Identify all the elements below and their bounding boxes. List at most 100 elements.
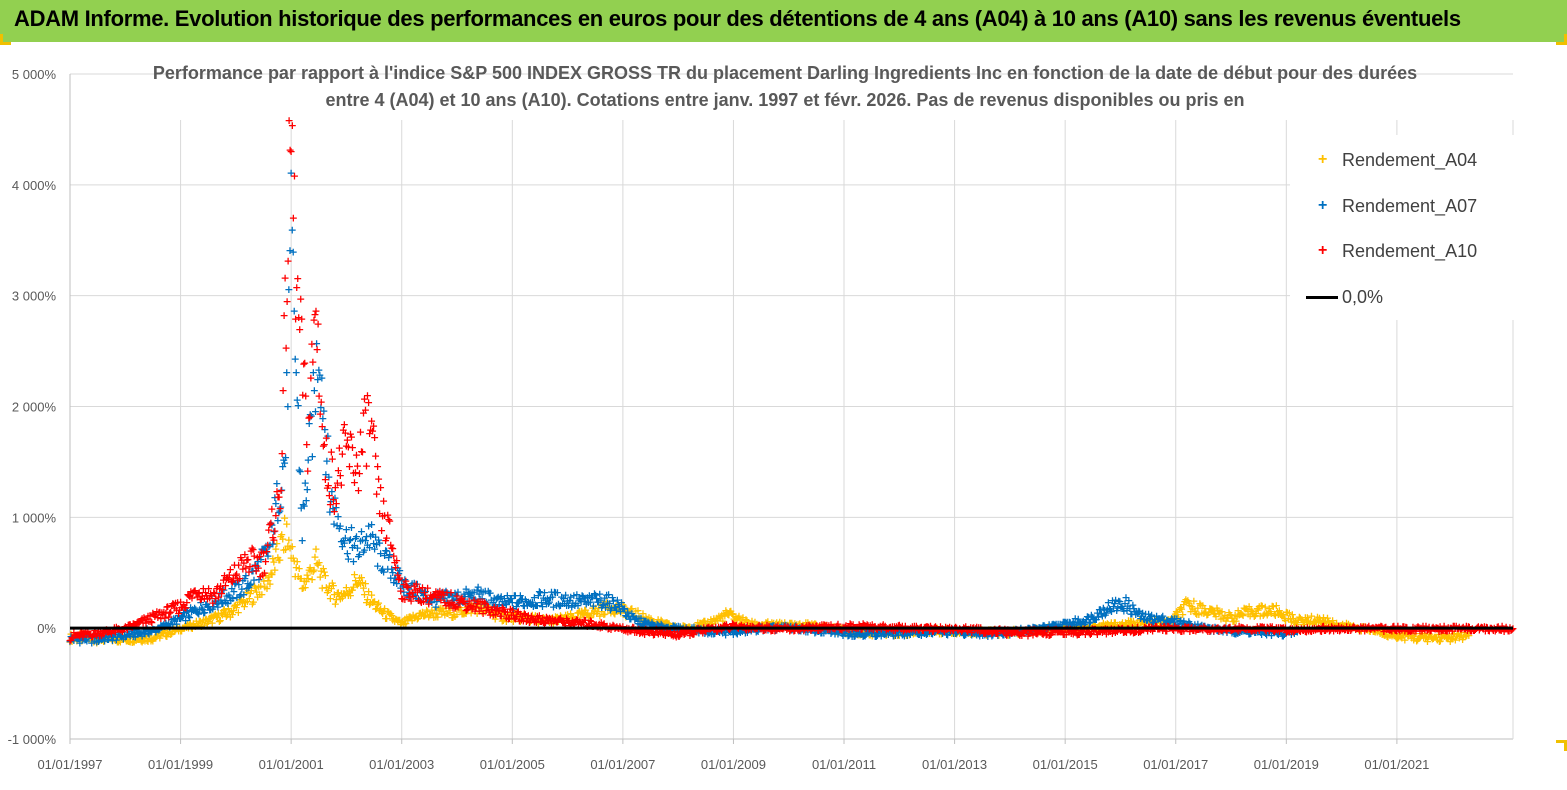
data-point: + <box>134 633 143 646</box>
data-point: + <box>93 635 102 648</box>
data-point: + <box>651 617 660 630</box>
data-point: + <box>587 607 596 620</box>
data-point: + <box>119 633 128 646</box>
data-point: + <box>359 581 368 594</box>
data-point: + <box>465 599 474 612</box>
data-point: + <box>520 609 529 622</box>
data-point: + <box>281 543 290 556</box>
data-point: + <box>301 389 310 402</box>
data-point: + <box>593 605 602 618</box>
data-point: + <box>306 372 315 385</box>
data-point: + <box>245 592 254 605</box>
data-point: + <box>116 636 125 649</box>
data-point: + <box>643 613 652 626</box>
data-point: + <box>290 170 299 183</box>
data-point: + <box>264 570 273 583</box>
y-tick-label: 5 000% <box>12 67 57 82</box>
data-point: + <box>197 620 206 633</box>
data-point: + <box>548 611 557 624</box>
data-point: + <box>97 634 106 647</box>
data-point: + <box>630 612 639 625</box>
data-point: + <box>640 614 649 627</box>
data-point: + <box>322 581 331 594</box>
data-point: + <box>419 610 428 623</box>
data-point: + <box>326 592 335 605</box>
data-point: + <box>270 563 279 576</box>
data-point: + <box>415 607 424 620</box>
data-point: + <box>176 625 185 638</box>
data-point: + <box>141 630 150 643</box>
data-point: + <box>282 366 291 379</box>
data-point: + <box>286 145 295 158</box>
data-point: + <box>238 597 247 610</box>
data-point: + <box>588 602 597 615</box>
data-point: + <box>206 611 215 624</box>
data-point: + <box>110 629 119 642</box>
data-point: + <box>212 610 221 623</box>
data-point: + <box>231 599 240 612</box>
data-point: + <box>642 612 651 625</box>
data-point: + <box>118 632 127 645</box>
data-point: + <box>577 604 586 617</box>
data-point: + <box>567 610 576 623</box>
x-tick-label: 01/01/2005 <box>480 757 545 772</box>
data-point: + <box>537 612 546 625</box>
data-point: + <box>144 629 153 642</box>
data-point: + <box>177 625 186 638</box>
data-point: + <box>597 605 606 618</box>
data-point: + <box>430 603 439 616</box>
data-point: + <box>218 609 227 622</box>
data-point: + <box>581 604 590 617</box>
data-point: + <box>333 587 342 600</box>
data-point: + <box>293 555 302 568</box>
data-point: + <box>171 623 180 636</box>
data-point: + <box>369 596 378 609</box>
data-point: + <box>291 570 300 583</box>
data-point: + <box>336 592 345 605</box>
data-point: + <box>395 614 404 627</box>
data-point: + <box>652 617 661 630</box>
data-point: + <box>498 614 507 627</box>
data-point: + <box>275 553 284 566</box>
data-point: + <box>476 603 485 616</box>
data-point: + <box>380 602 389 615</box>
data-point: + <box>584 611 593 624</box>
data-point: + <box>384 606 393 619</box>
data-point: + <box>137 636 146 649</box>
data-point: + <box>90 634 99 647</box>
data-point: + <box>608 603 617 616</box>
data-point: + <box>323 586 332 599</box>
data-point: + <box>301 581 310 594</box>
data-point: + <box>477 605 486 618</box>
data-point: + <box>85 630 94 643</box>
data-point: + <box>132 633 141 646</box>
data-point: + <box>268 552 277 565</box>
data-point: + <box>128 636 137 649</box>
data-point: + <box>328 576 337 589</box>
data-point: + <box>539 611 548 624</box>
data-point: + <box>67 635 76 648</box>
data-point: + <box>313 317 322 330</box>
data-point: + <box>71 630 80 643</box>
data-point: + <box>376 481 385 494</box>
data-point: + <box>404 611 413 624</box>
data-point: + <box>295 562 304 575</box>
data-point: + <box>599 608 608 621</box>
data-point: + <box>311 305 320 318</box>
data-point: + <box>270 524 279 537</box>
data-point: + <box>598 598 607 611</box>
data-point: + <box>70 632 79 645</box>
data-point: + <box>125 635 134 648</box>
data-point: + <box>490 604 499 617</box>
data-point: + <box>135 632 144 645</box>
data-point: + <box>276 530 285 543</box>
data-point: + <box>260 567 269 580</box>
data-point: + <box>285 542 294 555</box>
data-point: + <box>416 607 425 620</box>
data-point: + <box>400 613 409 626</box>
data-point: + <box>335 590 344 603</box>
data-point: + <box>98 633 107 646</box>
data-point: + <box>547 612 556 625</box>
data-point: + <box>428 607 437 620</box>
data-point: + <box>296 572 305 585</box>
